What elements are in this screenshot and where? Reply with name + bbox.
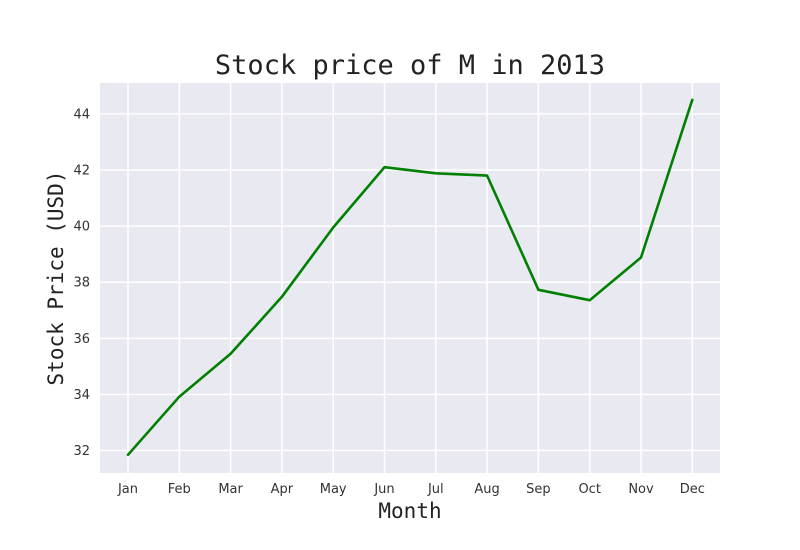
y-tick-label: 38 <box>73 276 90 291</box>
y-tick-label: 32 <box>73 444 90 459</box>
x-tick-label: Oct <box>578 482 600 497</box>
x-tick-label: Jul <box>427 482 444 497</box>
x-axis-label: Month <box>378 499 441 523</box>
x-tick-label: Mar <box>218 482 243 497</box>
x-tick-label: Aug <box>474 482 499 497</box>
y-tick-label: 40 <box>73 220 90 235</box>
x-tick-labels: Jan Feb Mar Apr May Jun Jul Aug Sep Oct Nov Dec <box>117 482 705 497</box>
plot-area <box>100 83 720 473</box>
series-line <box>126 98 694 457</box>
chart-title: Stock price of M in 2013 <box>215 50 605 81</box>
y-tick-label: 34 <box>73 388 90 403</box>
y-axis-label: Stock Price (USD) <box>44 171 68 386</box>
x-tick-label: Feb <box>168 482 191 497</box>
x-tick-label: May <box>320 482 347 497</box>
y-tick-label: 42 <box>73 163 90 178</box>
x-tick-label: Sep <box>526 482 551 497</box>
x-gridlines <box>127 83 694 473</box>
y-tick-labels: 32 34 36 38 40 42 44 <box>73 107 90 459</box>
series-group <box>126 98 694 457</box>
x-tick-label: Jan <box>117 482 138 497</box>
x-tick-label: Apr <box>271 482 294 497</box>
y-tick-label: 36 <box>73 332 90 347</box>
y-tick-label: 44 <box>73 107 90 122</box>
x-tick-label: Nov <box>628 482 654 497</box>
x-tick-label: Jun <box>373 482 394 497</box>
x-tick-label: Dec <box>680 482 705 497</box>
